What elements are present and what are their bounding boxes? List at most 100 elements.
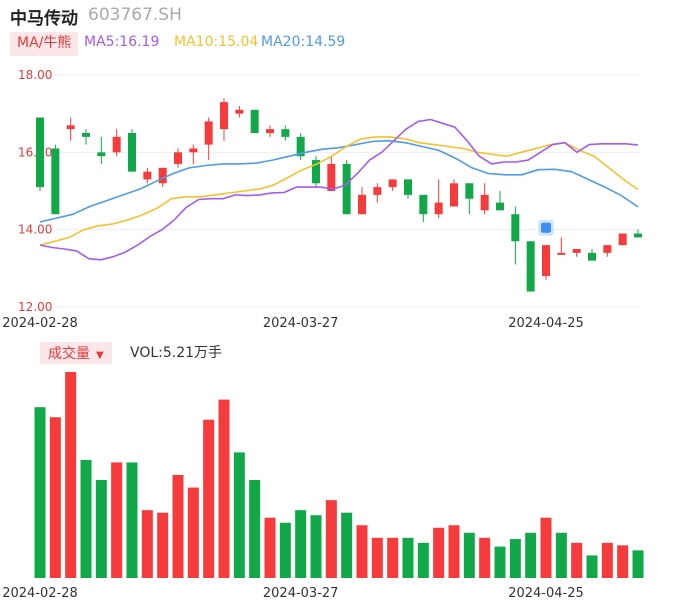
candle-19 — [327, 156, 336, 191]
candle-body-33 — [542, 245, 550, 277]
candle-body-13 — [235, 109, 244, 114]
candle-body-28 — [465, 183, 474, 199]
candle-24 — [404, 179, 412, 199]
candle-28 — [465, 183, 474, 215]
x-tick-label-volume-1: 2024-03-27 — [263, 586, 339, 601]
candle-18 — [312, 156, 320, 188]
candle-body-24 — [404, 179, 412, 195]
candle-10 — [189, 144, 198, 164]
stock-name: 中马传动 — [10, 9, 78, 29]
volume-bar-38 — [617, 545, 629, 578]
candle-29 — [480, 183, 489, 215]
candle-25 — [419, 194, 428, 222]
candle-22 — [373, 183, 382, 203]
volume-bar-35 — [571, 542, 583, 578]
volume-bar-25 — [417, 542, 429, 578]
candle-body-22 — [373, 187, 382, 195]
volume-bar-11 — [203, 419, 215, 578]
candle-6 — [128, 129, 136, 172]
candle-body-35 — [572, 249, 581, 253]
candlesticks — [36, 98, 642, 292]
y-tick-label-1: 16.00 — [18, 145, 52, 159]
candle-2 — [66, 117, 75, 141]
volume-bar-21 — [356, 525, 368, 578]
ma10-line — [39, 136, 639, 246]
candle-7 — [143, 167, 152, 184]
moving-average-lines — [39, 118, 639, 261]
candle-body-34 — [557, 252, 566, 255]
candle-30 — [496, 191, 504, 211]
volume-bar-26 — [433, 527, 445, 578]
candle-body-23 — [388, 179, 397, 188]
candle-body-18 — [312, 160, 320, 184]
y-tick-label-0: 18.00 — [18, 68, 52, 82]
volume-bar-39 — [632, 550, 644, 578]
event-marker[interactable] — [538, 219, 554, 236]
candle-body-10 — [189, 148, 198, 153]
candle-4 — [97, 136, 106, 164]
candle-23 — [388, 179, 397, 191]
candle-body-37 — [603, 245, 612, 253]
volume-bar-36 — [586, 555, 598, 578]
candle-35 — [572, 249, 581, 257]
candle-26 — [434, 179, 443, 219]
volume-bar-0 — [34, 407, 46, 578]
candle-body-25 — [419, 194, 428, 215]
x-tick-label-volume-2: 2024-04-25 — [508, 586, 584, 601]
candle-body-21 — [358, 194, 366, 215]
candle-body-7 — [143, 171, 152, 180]
x-tick-label-price-0: 2024-02-28 — [2, 316, 78, 331]
candle-16 — [281, 125, 290, 141]
volume-toggle-button[interactable]: 成交量 ▼ — [40, 342, 112, 364]
candle-body-20 — [342, 163, 351, 215]
candle-0 — [36, 117, 44, 191]
volume-bar-14 — [249, 480, 261, 578]
candle-body-14 — [250, 109, 259, 133]
volume-value: VOL:5.21万手 — [130, 345, 223, 361]
volume-bar-16 — [279, 522, 291, 578]
candle-body-2 — [66, 125, 75, 130]
volume-bar-9 — [172, 475, 184, 578]
y-tick-label-3: 12.00 — [18, 300, 52, 314]
candle-body-6 — [128, 133, 136, 172]
volume-bar-7 — [141, 510, 153, 578]
candle-body-32 — [526, 241, 535, 292]
candle-27 — [450, 179, 458, 207]
volume-bar-32 — [525, 532, 537, 578]
x-tick-label-volume-0: 2024-02-28 — [2, 586, 78, 601]
candle-5 — [112, 129, 121, 157]
candle-21 — [358, 187, 366, 215]
candle-38 — [618, 233, 627, 246]
volume-bar-20 — [341, 512, 353, 578]
volume-bar-28 — [463, 532, 475, 578]
candle-11 — [204, 117, 213, 161]
ma5-legend: MA5:16.19 — [84, 34, 160, 50]
volume-bar-19 — [325, 500, 337, 578]
volume-bar-31 — [509, 539, 521, 578]
candle-3 — [82, 129, 90, 145]
ma5-line — [39, 118, 639, 261]
volume-bar-13 — [233, 452, 245, 578]
candle-body-19 — [327, 163, 336, 191]
candle-body-9 — [174, 152, 182, 164]
volume-bars — [34, 372, 644, 578]
candle-body-3 — [82, 133, 90, 137]
candle-body-11 — [204, 121, 213, 145]
volume-toggle-label: 成交量 — [48, 346, 90, 362]
candle-body-31 — [511, 214, 520, 242]
date-axis-labels-volume: 2024-02-28 2024-03-27 2024-04-25 — [2, 586, 584, 601]
ma-toggle-button[interactable]: MA/牛熊 — [10, 32, 79, 56]
candle-34 — [557, 237, 566, 255]
candle-32 — [526, 241, 535, 292]
ma20-legend: MA20:14.59 — [261, 34, 346, 50]
candle-body-26 — [434, 202, 443, 215]
volume-bar-29 — [479, 537, 491, 578]
candle-37 — [603, 245, 612, 257]
volume-bar-10 — [187, 487, 199, 578]
volume-bar-6 — [126, 462, 138, 578]
volume-bar-23 — [387, 537, 399, 578]
volume-bar-24 — [402, 537, 414, 578]
candle-20 — [342, 160, 351, 215]
volume-bar-27 — [448, 525, 460, 578]
